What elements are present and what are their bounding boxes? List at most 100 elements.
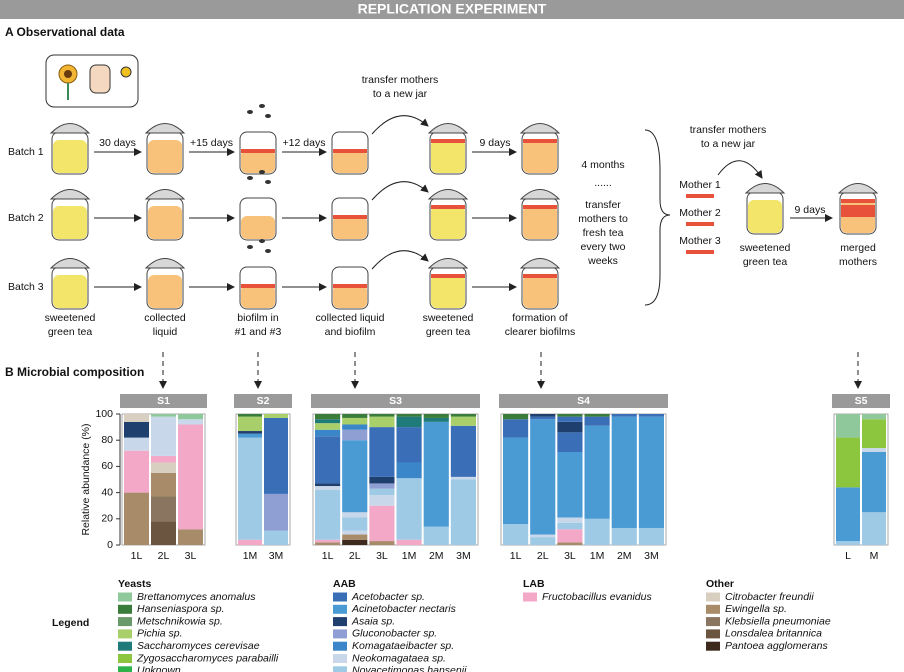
bar-segment bbox=[315, 419, 341, 424]
legend-swatch bbox=[118, 604, 132, 614]
bar-segment bbox=[584, 414, 610, 417]
bar-segment bbox=[396, 539, 422, 545]
stage-label: sweetened bbox=[423, 312, 474, 324]
bar-segment bbox=[584, 425, 610, 519]
summary-label: fresh tea bbox=[583, 227, 624, 239]
stage-label: green tea bbox=[48, 326, 93, 338]
fly bbox=[265, 114, 271, 118]
legend-label: Komagataeibacter sp. bbox=[352, 640, 454, 652]
legend-label: Klebsiella pneumoniae bbox=[725, 615, 831, 627]
step-label: 30 days bbox=[99, 137, 136, 149]
bar-segment bbox=[611, 527, 637, 545]
bar-segment bbox=[862, 512, 886, 545]
bar-segment bbox=[342, 517, 368, 531]
legend-swatch bbox=[333, 592, 347, 602]
curve-arrow bbox=[371, 250, 429, 270]
header-bar bbox=[0, 0, 904, 19]
bar-segment bbox=[836, 541, 860, 545]
transfer-label: to a new jar bbox=[373, 88, 428, 100]
bar-segment bbox=[124, 450, 149, 493]
legend-label: Gluconobacter sp. bbox=[352, 628, 437, 640]
jar bbox=[239, 170, 277, 241]
icon bbox=[45, 54, 139, 108]
legend-swatch bbox=[706, 629, 720, 639]
panel-title: S4 bbox=[577, 395, 590, 407]
x-tick-label: 3L bbox=[376, 550, 388, 562]
bar-segment bbox=[369, 495, 395, 506]
step-label: +15 days bbox=[190, 137, 233, 149]
transfer-label: transfer mothers bbox=[362, 74, 438, 86]
mother-label: Mother 2 bbox=[679, 207, 721, 219]
jar bbox=[49, 189, 91, 241]
legend-label: Saccharomyces cerevisae bbox=[137, 640, 260, 652]
liquid bbox=[148, 140, 182, 173]
step-label: 9 days bbox=[480, 137, 511, 149]
legend-group-title: AAB bbox=[333, 578, 356, 590]
step-label: 9 days bbox=[795, 204, 826, 216]
lid bbox=[427, 258, 469, 269]
bar-segment bbox=[862, 419, 886, 449]
bar-segment bbox=[450, 425, 476, 477]
bar-segment bbox=[530, 534, 556, 538]
y-tick-label: 0 bbox=[107, 539, 113, 551]
lid bbox=[144, 189, 186, 200]
summary-label: weeks bbox=[587, 255, 618, 267]
jar bbox=[331, 197, 369, 241]
bar-segment bbox=[238, 414, 262, 417]
liquid bbox=[748, 200, 782, 233]
bar-segment bbox=[369, 505, 395, 542]
bar-segment bbox=[557, 542, 583, 545]
bar-segment bbox=[342, 414, 368, 418]
panel-header bbox=[120, 394, 207, 408]
bar-segment bbox=[342, 429, 368, 441]
y-tick-label: 60 bbox=[101, 460, 113, 472]
legend-label: Asaia sp. bbox=[351, 615, 395, 627]
header-title: REPLICATION EXPERIMENT bbox=[358, 1, 547, 17]
panel-frame bbox=[833, 413, 889, 546]
bar-segment bbox=[178, 424, 203, 530]
lid bbox=[427, 189, 469, 200]
fly bbox=[247, 110, 253, 114]
bar-segment bbox=[238, 437, 262, 540]
stage-label: and biofilm bbox=[325, 326, 376, 338]
bar-segment bbox=[396, 478, 422, 540]
x-tick-label: 1M bbox=[243, 550, 258, 562]
bar-segment bbox=[151, 416, 176, 456]
curve-arrow bbox=[371, 115, 429, 135]
fly bbox=[265, 249, 271, 253]
lid bbox=[144, 258, 186, 269]
summary-label: transfer bbox=[585, 199, 621, 211]
bar-segment bbox=[151, 472, 176, 497]
liquid bbox=[431, 140, 465, 173]
bar-segment bbox=[315, 483, 341, 487]
x-tick-label: 1M bbox=[402, 550, 417, 562]
bar-segment bbox=[557, 416, 583, 422]
bar-segment bbox=[369, 541, 395, 545]
bar-segment bbox=[530, 414, 556, 417]
bar-segment bbox=[638, 416, 664, 528]
bar-segment bbox=[342, 530, 368, 535]
y-axis-label: Relative abundance (%) bbox=[80, 423, 92, 535]
biofilm bbox=[431, 205, 465, 209]
legend-swatch bbox=[706, 604, 720, 614]
stage-label: formation of bbox=[512, 312, 568, 324]
mother-film bbox=[686, 194, 714, 198]
biofilm bbox=[523, 139, 557, 143]
bar-segment bbox=[342, 512, 368, 518]
summary-label: every two bbox=[581, 241, 626, 253]
x-tick-label: L bbox=[845, 550, 851, 562]
bar-segment bbox=[369, 427, 395, 477]
x-tick-label: 3M bbox=[269, 550, 284, 562]
section-title: A Observational data bbox=[5, 25, 125, 39]
stage-label: green tea bbox=[426, 326, 471, 338]
legend-label: Fructobacillus evanidus bbox=[542, 591, 652, 603]
jar bbox=[331, 131, 369, 175]
liquid bbox=[431, 275, 465, 308]
panel-header bbox=[311, 394, 480, 408]
panel-title: S2 bbox=[257, 395, 270, 407]
bar-segment bbox=[423, 421, 449, 527]
lid bbox=[427, 123, 469, 134]
bar-segment bbox=[638, 527, 664, 545]
bar-segment bbox=[264, 417, 288, 494]
bar-segment bbox=[530, 416, 556, 420]
